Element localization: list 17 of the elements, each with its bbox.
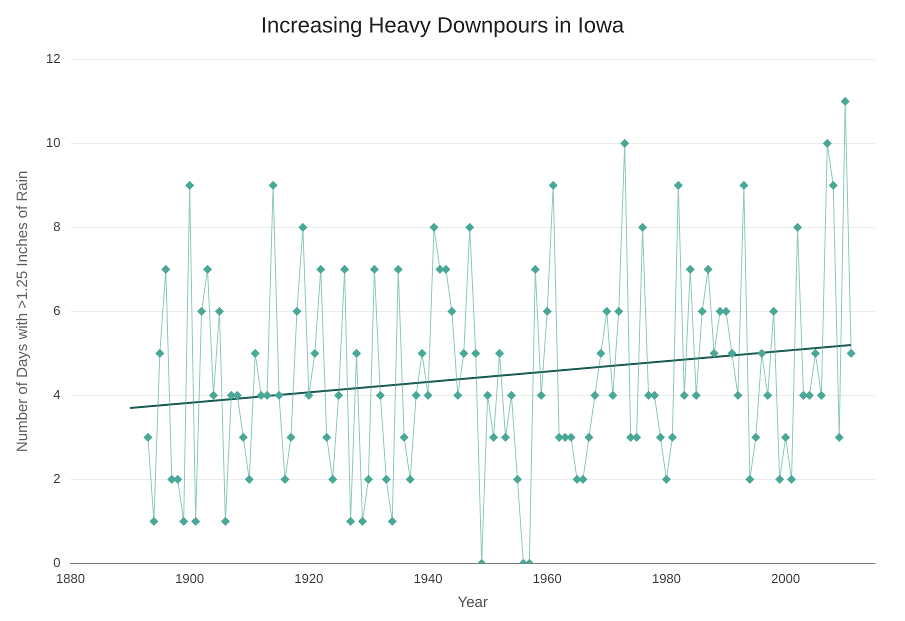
x-tick-label: 1880	[56, 570, 85, 586]
x-tick-label: 1980	[652, 570, 681, 586]
x-tick-label: 1940	[414, 570, 442, 586]
y-tick-label: 4	[53, 386, 60, 402]
y-tick-label: 10	[46, 134, 60, 150]
x-axis-title: Year	[458, 594, 488, 612]
y-tick-label: 0	[53, 554, 60, 570]
y-axis-title: Number of Days with >1.25 Inches of Rain	[14, 170, 32, 452]
y-tick-label: 8	[53, 218, 60, 234]
chart-title: Increasing Heavy Downpours in Iowa	[260, 12, 625, 38]
x-tick-label: 1900	[175, 570, 204, 586]
y-tick-label: 2	[53, 470, 60, 486]
x-tick-label: 1960	[532, 570, 562, 586]
y-tick-label: 12	[46, 50, 60, 66]
x-tick-label: 2000	[771, 570, 800, 586]
y-tick-label: 6	[53, 302, 60, 318]
x-tick-label: 1920	[294, 570, 324, 586]
